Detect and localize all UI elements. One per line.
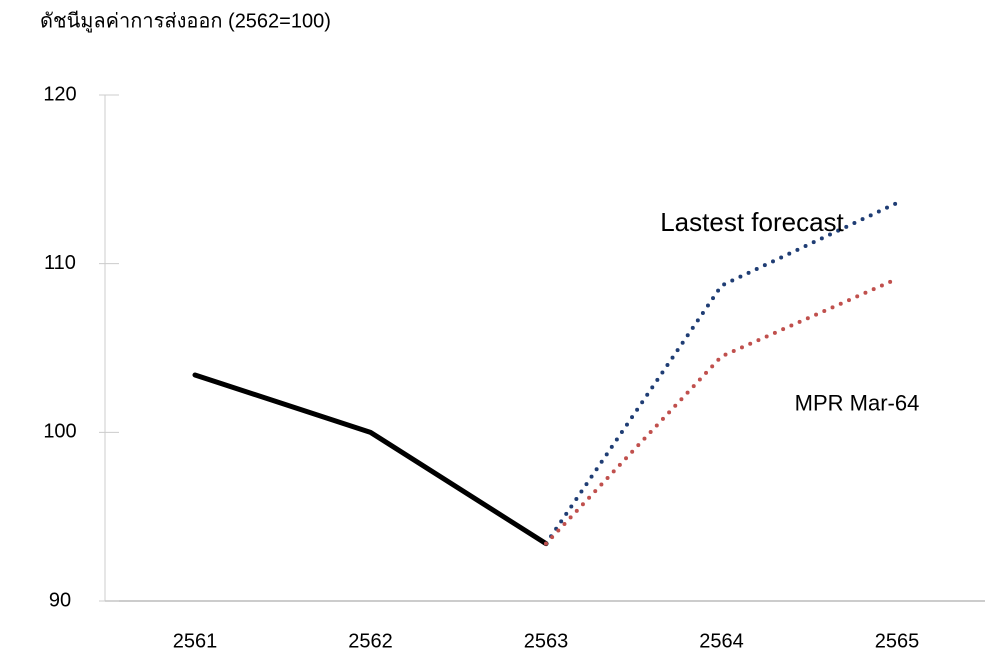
x-tick-label: 2565 bbox=[875, 630, 920, 652]
x-tick-label: 2562 bbox=[348, 630, 393, 652]
y-tick-label: 90 bbox=[49, 589, 71, 611]
y-tick-label: 100 bbox=[43, 421, 76, 443]
x-tick-label: 2563 bbox=[524, 630, 569, 652]
series-line bbox=[544, 200, 899, 546]
x-tick-label: 2564 bbox=[699, 630, 744, 652]
series-line bbox=[192, 372, 549, 547]
y-tick-label: 120 bbox=[43, 83, 76, 105]
series-label: Lastest forecast bbox=[660, 207, 844, 237]
series-label: MPR Mar-64 bbox=[795, 391, 920, 416]
x-tick-label: 2561 bbox=[173, 630, 218, 652]
y-tick-label: 110 bbox=[44, 252, 76, 274]
y-axis-label: ดัชนีมูลค่าการส่งออก (2562=100) bbox=[40, 10, 331, 33]
